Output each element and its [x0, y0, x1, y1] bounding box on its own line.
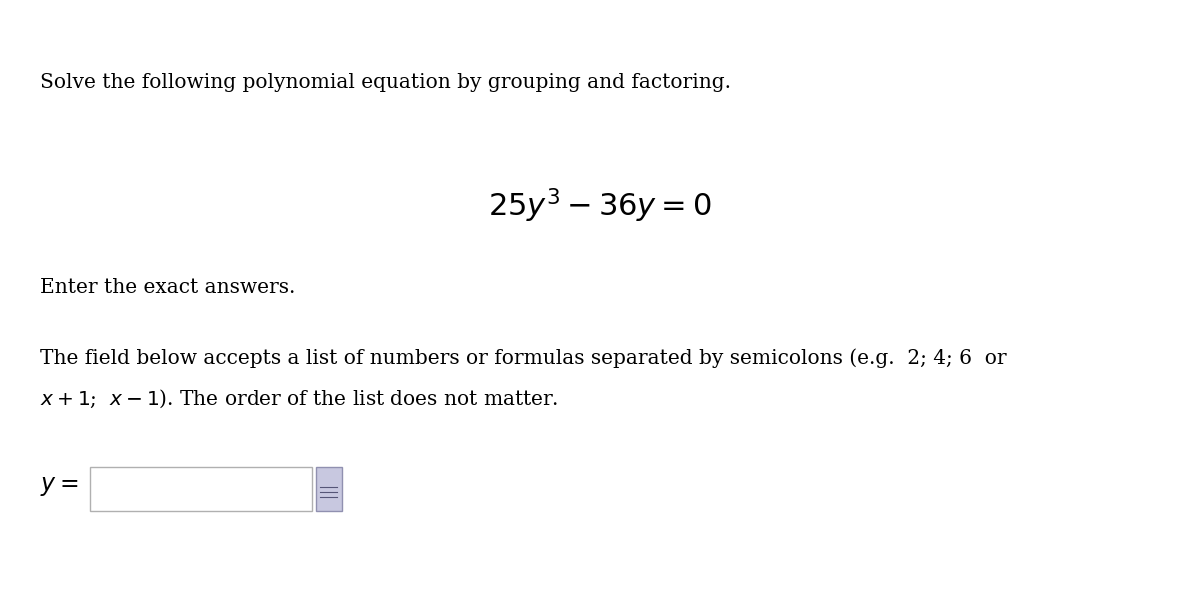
Text: Enter the exact answers.: Enter the exact answers. [40, 278, 295, 297]
Text: Solve the following polynomial equation by grouping and factoring.: Solve the following polynomial equation … [40, 73, 731, 92]
FancyBboxPatch shape [90, 467, 312, 511]
Text: $y =$: $y =$ [40, 474, 78, 498]
Text: $x + 1$;  $x - 1$). The order of the list does not matter.: $x + 1$; $x - 1$). The order of the list… [40, 388, 558, 411]
Text: The field below accepts a list of numbers or formulas separated by semicolons (e: The field below accepts a list of number… [40, 348, 1007, 368]
FancyBboxPatch shape [316, 467, 342, 511]
Text: $25y^3 - 36y = 0$: $25y^3 - 36y = 0$ [488, 186, 712, 225]
